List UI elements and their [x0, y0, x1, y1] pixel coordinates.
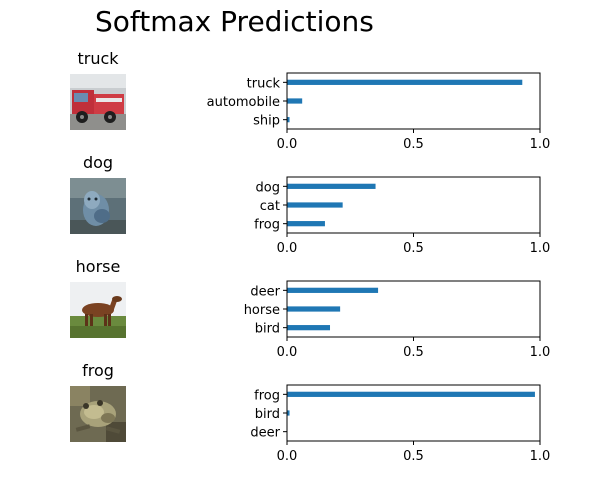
horse-photo	[70, 282, 126, 338]
x-tick-label: 0.0	[277, 345, 298, 360]
bar	[287, 221, 325, 227]
bar	[287, 79, 523, 85]
y-tick-label: ship	[253, 114, 280, 129]
figure-title: Softmax Predictions	[95, 5, 374, 38]
bar	[287, 287, 379, 293]
truck-photo	[70, 74, 126, 130]
image-label: dog	[82, 153, 114, 172]
y-tick-label: truck	[247, 76, 281, 91]
bar	[287, 391, 535, 397]
image-label: frog	[82, 361, 114, 380]
y-tick-label: deer	[250, 284, 280, 299]
frog-photo	[70, 386, 126, 442]
x-tick-label: 0.5	[403, 137, 424, 152]
bar	[287, 410, 290, 416]
x-tick-label: 1.0	[530, 137, 551, 152]
bar	[287, 98, 303, 104]
x-tick-label: 0.5	[403, 241, 424, 256]
x-tick-label: 0.0	[277, 241, 298, 256]
image-label: truck	[77, 49, 119, 68]
y-tick-label: frog	[254, 218, 280, 233]
y-tick-label: frog	[254, 388, 280, 403]
x-tick-label: 0.5	[403, 449, 424, 464]
y-tick-label: automobile	[207, 95, 280, 110]
x-tick-label: 0.0	[277, 449, 298, 464]
y-tick-label: cat	[260, 199, 280, 214]
y-tick-label: horse	[244, 303, 280, 318]
x-tick-label: 1.0	[530, 241, 551, 256]
y-tick-label: dog	[256, 180, 280, 195]
bar	[287, 117, 290, 123]
x-tick-label: 1.0	[530, 449, 551, 464]
x-tick-label: 0.0	[277, 137, 298, 152]
bar	[287, 202, 343, 208]
x-tick-label: 1.0	[530, 345, 551, 360]
y-tick-label: bird	[255, 322, 280, 337]
image-label: horse	[75, 257, 121, 276]
y-tick-label: deer	[250, 426, 280, 441]
bar	[287, 183, 376, 189]
dog-photo	[70, 178, 126, 234]
x-tick-label: 0.5	[403, 345, 424, 360]
bar	[287, 306, 341, 312]
y-tick-label: bird	[255, 407, 280, 422]
bar	[287, 325, 331, 331]
